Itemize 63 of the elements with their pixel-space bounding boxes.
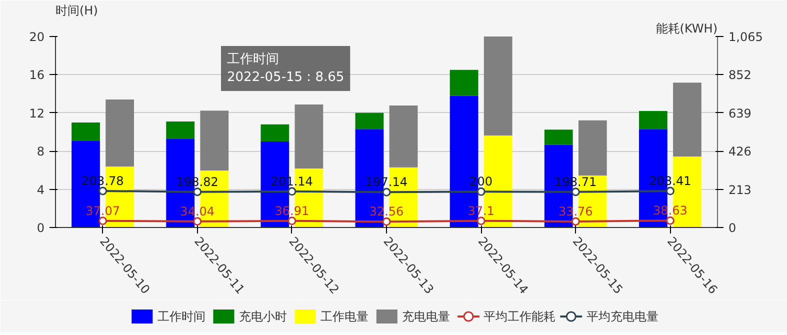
data-label: 32.56 <box>369 204 404 219</box>
point <box>476 216 486 226</box>
point <box>193 188 202 196</box>
legend-label: 平均充电电量 <box>586 310 658 324</box>
data-label: 36.91 <box>274 204 310 218</box>
data-label: 197.14 <box>366 175 408 190</box>
data-label: 33.76 <box>558 204 593 218</box>
data-label: 198.71 <box>554 174 597 189</box>
bar <box>450 70 478 96</box>
y-tick-label: 20 <box>29 30 45 44</box>
data-label: 198.82 <box>176 174 218 189</box>
bar <box>389 106 418 168</box>
legend-label: 平均工作能耗 <box>484 310 556 324</box>
data-label: 201.14 <box>270 174 313 188</box>
legend-label: 工作时间 <box>157 310 206 324</box>
point <box>98 216 108 226</box>
data-label: 200 <box>470 174 493 189</box>
point <box>666 216 674 225</box>
y2-tick-label: 213 <box>728 182 752 197</box>
legend-label: 工作电量 <box>320 310 368 324</box>
y-axis-title: 时间(H) <box>56 4 98 18</box>
point <box>382 188 391 196</box>
y2-axis-title: 能耗(KWH) <box>656 22 718 36</box>
y-tick-label: 16 <box>29 68 45 82</box>
y2-tick-label: 1,065 <box>728 30 763 44</box>
point <box>288 216 296 226</box>
data-label: 37.07 <box>86 204 120 218</box>
bar <box>72 122 100 141</box>
point <box>193 217 202 226</box>
bar <box>484 36 512 136</box>
bar <box>106 99 134 167</box>
data-label: 203.41 <box>649 174 692 188</box>
y-tick-label: 8 <box>36 144 45 159</box>
bar <box>544 130 573 145</box>
bar <box>639 110 668 130</box>
y2-tick-label: 639 <box>728 106 752 120</box>
y-tick-label: 0 <box>36 221 45 235</box>
bar <box>294 104 324 168</box>
point <box>288 187 296 196</box>
data-label: 38.63 <box>653 204 688 218</box>
bar <box>578 120 607 176</box>
y-tick-label: 12 <box>29 106 45 120</box>
bar <box>673 82 702 156</box>
bar <box>355 112 384 130</box>
bar <box>166 121 195 139</box>
data-label: 34.04 <box>180 204 215 218</box>
y2-tick-label: 0 <box>728 221 736 235</box>
bar <box>260 124 290 142</box>
bar <box>200 110 229 170</box>
y2-tick-label: 426 <box>728 144 752 159</box>
point <box>382 217 391 226</box>
y-tick-label: 4 <box>36 182 45 197</box>
point <box>571 188 580 196</box>
point <box>476 187 486 196</box>
legend-label: 充电电量 <box>402 310 450 324</box>
point <box>571 217 580 226</box>
point <box>98 186 108 196</box>
data-label: 37.1 <box>468 204 494 218</box>
annotation: 工作时间 2022-05-15 : 8.65 <box>227 52 344 86</box>
legend-label: 充电小时 <box>238 310 287 324</box>
y2-tick-label: 852 <box>728 68 752 82</box>
data-label: 203.78 <box>82 174 124 188</box>
point <box>666 186 674 196</box>
